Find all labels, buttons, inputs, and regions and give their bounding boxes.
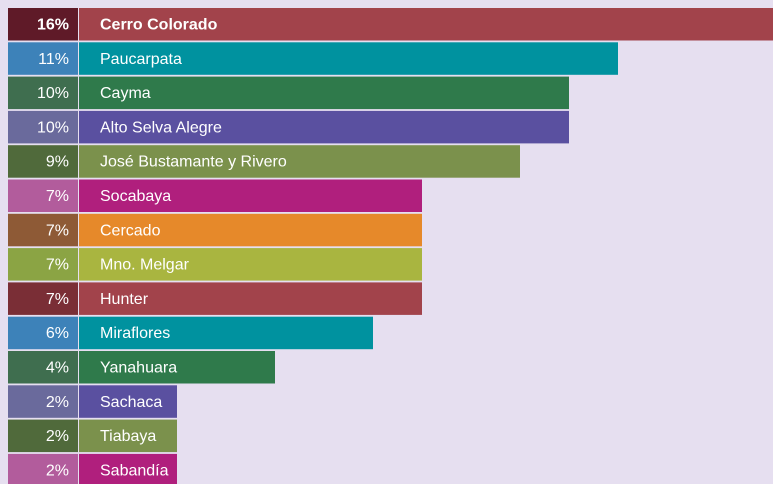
bar [79,385,177,418]
value-label: 10% [37,119,69,136]
label-box [8,42,78,75]
category-label: Paucarpata [100,51,182,68]
bar [79,248,422,281]
bar [79,8,773,41]
value-label: 7% [46,291,69,308]
value-label: 16% [37,16,69,33]
bar [79,42,618,75]
label-box [8,282,78,315]
value-label: 2% [46,462,69,479]
value-label: 11% [38,51,69,68]
value-label: 2% [46,428,69,445]
label-box [8,179,78,212]
category-label: Socabaya [100,188,171,205]
value-label: 7% [46,257,69,274]
label-box [8,213,78,247]
value-label: 9% [46,154,69,171]
bar [79,316,373,350]
value-label: 6% [46,325,69,342]
label-box [8,453,78,484]
label-box [8,248,78,281]
label-box [8,145,78,178]
label-box [8,316,78,350]
bar [79,351,275,384]
bar [79,179,422,212]
label-box [8,110,78,144]
label-box [8,8,78,41]
bar [79,76,569,110]
bar [79,213,422,247]
category-label: Sachaca [100,394,162,411]
category-label: Hunter [100,291,149,308]
bar [79,110,569,144]
category-label: Cercado [100,222,161,239]
category-label: Mno. Melgar [100,257,190,274]
category-label: Alto Selva Alegre [100,119,222,136]
bar [79,145,520,178]
value-label: 4% [46,359,69,376]
category-label: Cayma [100,85,151,102]
category-label: José Bustamante y Rivero [100,154,287,171]
category-label: Yanahuara [100,359,177,376]
category-label: Tiabaya [100,428,156,445]
bar [79,282,422,315]
label-box [8,385,78,418]
value-label: 7% [46,222,69,239]
category-label: Miraflores [100,325,170,342]
bar [79,419,177,453]
label-box [8,76,78,110]
value-label: 2% [46,394,69,411]
label-box [8,419,78,453]
label-box [8,351,78,384]
bar [79,453,177,484]
value-label: 7% [46,188,69,205]
category-label: Cerro Colorado [100,16,218,33]
category-label: Sabandía [100,462,169,479]
value-label: 10% [37,85,69,102]
